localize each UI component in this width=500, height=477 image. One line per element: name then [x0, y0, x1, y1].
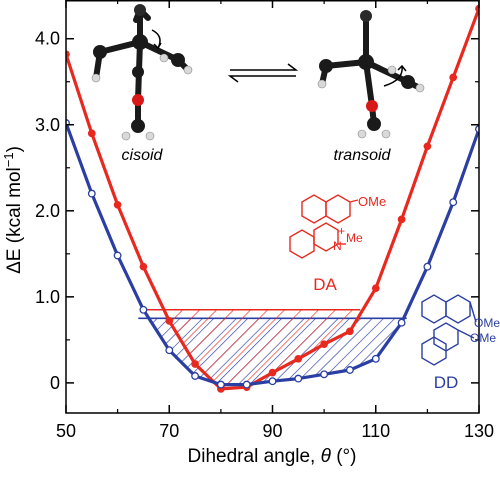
- da-legend-label: DA: [313, 275, 337, 294]
- transoid-label: transoid: [334, 147, 392, 164]
- x-tick-label-0: 50: [56, 421, 76, 441]
- point-dd-2: [113, 251, 122, 260]
- point-dd-5: [191, 372, 200, 380]
- point-dd-15: [449, 198, 458, 207]
- dd-ome-label-1: OMe: [474, 316, 500, 330]
- point-da-3: [139, 262, 148, 271]
- cisoid-molecule: [91, 4, 193, 141]
- da-plus-label: +: [338, 224, 345, 238]
- point-dd-16: [475, 125, 479, 134]
- point-da-8: [268, 368, 277, 377]
- y-axis-title-main: ΔE (kcal mol: [4, 167, 25, 274]
- point-da-4: [165, 317, 174, 325]
- point-dd-9: [294, 374, 303, 383]
- axes-layer: 50 70 90 110 130 0 1.0 2.0 3.0 4.0: [35, 0, 494, 441]
- x-axis-title: Dihedral angle, θ (°): [188, 446, 357, 467]
- point-dd-4: [165, 346, 174, 355]
- point-dd-7: [242, 380, 251, 389]
- point-da-9: [294, 354, 303, 363]
- x-axis-title-prefix: Dihedral angle,: [188, 446, 321, 467]
- da-structure: [289, 194, 359, 259]
- point-dd-6: [216, 380, 225, 389]
- hatch-layer: [138, 308, 407, 389]
- cisoid-label: cisoid: [122, 147, 164, 164]
- point-dd-8: [268, 377, 277, 386]
- point-dd-12: [371, 354, 380, 363]
- point-da-5: [191, 360, 199, 368]
- point-dd-10: [320, 370, 329, 379]
- y-tick-label-2: 2.0: [35, 201, 60, 221]
- point-dd-3: [139, 305, 148, 314]
- dd-structure: [421, 294, 477, 366]
- da-n-label: N: [333, 239, 342, 253]
- y-tick-label-4: 4.0: [35, 29, 60, 49]
- point-dd-14: [423, 262, 432, 271]
- y-tick-label-1: 1.0: [35, 287, 60, 307]
- y-axis-title-close: ): [4, 146, 25, 152]
- da-ome-label: OMe: [358, 194, 386, 209]
- point-da-2: [113, 200, 122, 209]
- dd-ome-label-2: OMe: [470, 331, 496, 345]
- point-da-10: [320, 340, 328, 349]
- x-tick-label-4: 130: [464, 421, 494, 441]
- series-layer: [66, 4, 479, 393]
- point-dd-1: [87, 189, 96, 198]
- x-axis-title-suffix: (°): [331, 446, 357, 467]
- hatch-region-da: [143, 309, 361, 389]
- point-da-15: [449, 73, 458, 82]
- y-axis-title: ΔE (kcal mol−1): [1, 146, 25, 274]
- x-tick-label-2: 90: [262, 421, 282, 441]
- transoid-molecule: [317, 10, 425, 139]
- point-da-0: [66, 50, 70, 59]
- x-tick-label-3: 110: [361, 421, 390, 441]
- y-tick-label-3: 3.0: [35, 115, 60, 135]
- point-dd-11: [345, 366, 354, 374]
- point-dd-13: [397, 318, 406, 327]
- y-axis-title-sup: −1: [1, 152, 16, 167]
- x-axis-title-symbol: θ: [321, 446, 332, 467]
- point-da-13: [397, 215, 406, 224]
- da-me-label: Me: [346, 231, 363, 245]
- x-tick-label-1: 70: [159, 421, 179, 441]
- equilibrium-arrows: [227, 63, 299, 83]
- point-da-11: [346, 327, 354, 336]
- point-da-14: [423, 142, 432, 151]
- point-da-1: [87, 129, 96, 138]
- point-da-12: [371, 284, 380, 293]
- dd-legend-label: DD: [434, 373, 459, 392]
- y-tick-label-0: 0: [50, 373, 60, 393]
